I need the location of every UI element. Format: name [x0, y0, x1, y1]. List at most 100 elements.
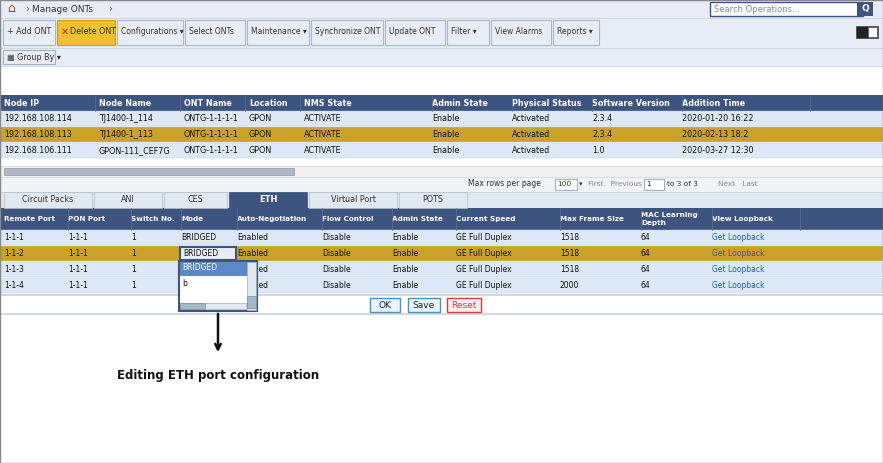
Bar — [399, 192, 467, 208]
Text: Admin State: Admin State — [392, 216, 442, 222]
Bar — [0, 158, 883, 166]
Text: 1: 1 — [131, 281, 136, 290]
Bar — [0, 127, 883, 142]
Bar — [0, 230, 883, 245]
Text: GPON: GPON — [249, 146, 272, 155]
Text: Search Operations...: Search Operations... — [714, 5, 800, 13]
Text: ›: › — [25, 4, 29, 14]
Text: Get Loopback: Get Loopback — [712, 281, 765, 290]
Text: ETH: ETH — [259, 195, 277, 205]
Text: to 3 of 3: to 3 of 3 — [667, 181, 698, 187]
Text: BRIDGED: BRIDGED — [181, 233, 216, 242]
Bar — [4, 168, 294, 175]
Text: MAC Learning
Depth: MAC Learning Depth — [641, 213, 698, 225]
Bar — [447, 298, 481, 312]
Text: Remote Port: Remote Port — [4, 216, 55, 222]
Text: Reports ▾: Reports ▾ — [557, 27, 592, 37]
Text: ONTG-1-1-1-1: ONTG-1-1-1-1 — [184, 114, 238, 123]
Text: Enable: Enable — [392, 281, 419, 290]
Text: 1-1-1: 1-1-1 — [4, 233, 24, 242]
Bar — [247, 296, 256, 308]
Text: 192.168.106.111: 192.168.106.111 — [4, 146, 72, 155]
Text: 2.3.4: 2.3.4 — [592, 130, 612, 139]
Bar — [0, 0, 883, 18]
Text: Enabled: Enabled — [237, 265, 268, 274]
Text: Get Loopback: Get Loopback — [712, 233, 765, 242]
Text: 1-1-2: 1-1-2 — [4, 249, 24, 258]
Text: ONTG-1-1-1-1: ONTG-1-1-1-1 — [184, 146, 238, 155]
Text: Enable: Enable — [392, 233, 419, 242]
Text: Filter ▾: Filter ▾ — [451, 27, 477, 37]
Bar — [553, 20, 599, 45]
Bar — [710, 2, 863, 16]
Bar — [311, 20, 383, 45]
Text: ›: › — [108, 4, 112, 14]
Text: 2.3.4: 2.3.4 — [592, 114, 612, 123]
Bar — [0, 177, 883, 192]
Text: ONTG-1-1-1-1: ONTG-1-1-1-1 — [184, 130, 238, 139]
Text: Reset: Reset — [451, 300, 477, 309]
Bar — [0, 262, 883, 277]
Text: 1-1-4: 1-1-4 — [4, 281, 24, 290]
Text: View Loopback: View Loopback — [712, 216, 773, 222]
Text: 64: 64 — [641, 233, 651, 242]
Bar — [0, 208, 883, 230]
Bar — [0, 313, 883, 315]
Text: BRIDGED: BRIDGED — [183, 249, 218, 258]
Text: Q: Q — [861, 5, 869, 13]
Text: 64: 64 — [641, 281, 651, 290]
Text: 1-1-1: 1-1-1 — [68, 265, 87, 274]
Bar — [247, 262, 256, 310]
Text: ✕: ✕ — [61, 27, 69, 37]
Text: 2020-01-20 16:22: 2020-01-20 16:22 — [682, 114, 753, 123]
Text: ⌂: ⌂ — [7, 2, 15, 15]
Text: TJ1400-1_113: TJ1400-1_113 — [99, 130, 153, 139]
Text: Physical Status: Physical Status — [512, 99, 582, 107]
Text: Location: Location — [249, 99, 288, 107]
Text: 1-1-3: 1-1-3 — [4, 265, 24, 274]
Bar — [57, 20, 115, 45]
Text: Delete ONT: Delete ONT — [70, 27, 116, 37]
Bar — [868, 27, 877, 37]
Text: First   Previous: First Previous — [588, 181, 642, 187]
Text: 1-1-1: 1-1-1 — [68, 281, 87, 290]
Text: Node Name: Node Name — [99, 99, 151, 107]
Text: ▾: ▾ — [579, 181, 583, 187]
Text: b: b — [182, 279, 187, 288]
Bar — [0, 48, 883, 66]
Bar — [0, 18, 883, 48]
Text: POTS: POTS — [422, 195, 443, 205]
Text: 64: 64 — [641, 249, 651, 258]
Bar — [4, 192, 92, 208]
Text: TJ1400-1_114: TJ1400-1_114 — [99, 114, 153, 123]
Text: 1518: 1518 — [560, 249, 579, 258]
Text: ▦ Group By ▾: ▦ Group By ▾ — [7, 52, 61, 62]
Bar — [0, 166, 883, 177]
Bar — [180, 303, 246, 309]
Text: ACTIVATE: ACTIVATE — [304, 130, 342, 139]
Text: Virtual Port: Virtual Port — [330, 195, 375, 205]
Text: Node IP: Node IP — [4, 99, 39, 107]
Bar — [0, 315, 883, 405]
Text: ACTIVATE: ACTIVATE — [304, 146, 342, 155]
Bar — [180, 247, 236, 260]
Text: 1: 1 — [131, 233, 136, 242]
Text: PON Port: PON Port — [68, 216, 105, 222]
Text: Update ONT: Update ONT — [389, 27, 435, 37]
Text: 1518: 1518 — [560, 265, 579, 274]
Text: ANI: ANI — [121, 195, 135, 205]
Text: 2020-03-27 12:30: 2020-03-27 12:30 — [682, 146, 753, 155]
Text: 1.0: 1.0 — [592, 146, 605, 155]
Text: 1: 1 — [646, 181, 651, 187]
Text: Disable: Disable — [322, 265, 351, 274]
Text: Admin State: Admin State — [432, 99, 488, 107]
Bar — [0, 111, 883, 126]
Bar — [3, 20, 55, 45]
Text: Maintenance ▾: Maintenance ▾ — [251, 27, 306, 37]
Text: Get Loopback: Get Loopback — [712, 249, 765, 258]
Bar — [180, 262, 256, 275]
Text: 64: 64 — [641, 265, 651, 274]
Text: Auto-Negotiation: Auto-Negotiation — [237, 216, 307, 222]
Text: GPON-111_CEF7G: GPON-111_CEF7G — [99, 146, 170, 155]
Text: Flow Control: Flow Control — [322, 216, 374, 222]
